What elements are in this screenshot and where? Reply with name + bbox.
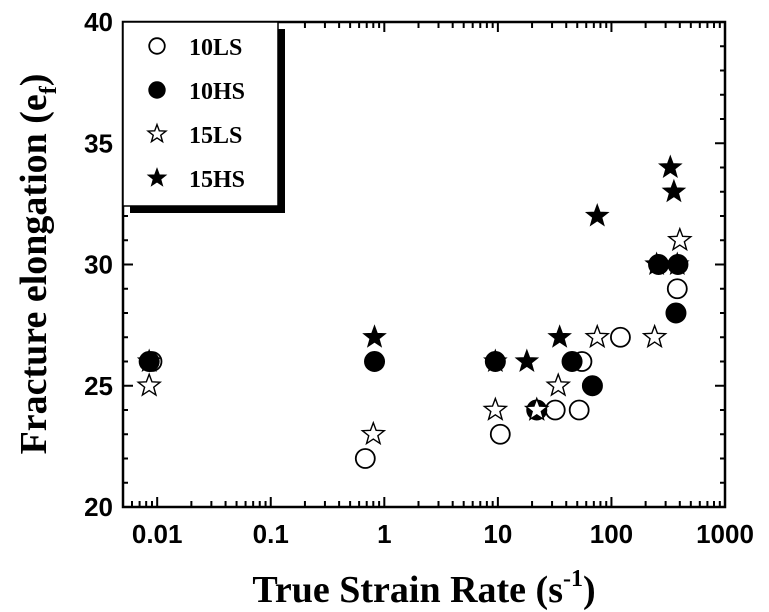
point-15hs [514, 348, 540, 372]
y-tick-label: 30 [84, 250, 113, 280]
legend-label-15hs: 15HS [189, 167, 245, 193]
point-10ls [489, 423, 511, 445]
point-10hs [581, 375, 603, 397]
point-15hs [584, 203, 610, 227]
legend-label-10ls: 10LS [189, 35, 242, 61]
x-axis-title: True Strain Rate (s-1) [252, 566, 595, 611]
point-15ls [641, 323, 668, 349]
point-15ls [584, 323, 611, 349]
x-tick-label: 100 [590, 519, 633, 549]
point-15ls [136, 372, 163, 397]
point-15hs [362, 324, 387, 348]
legend-label-15ls: 15LS [189, 123, 242, 149]
point-15ls [523, 396, 550, 421]
legend: 10LS 10HS 15LS 15HS [122, 21, 285, 213]
x-tick-label: 0.1 [253, 519, 289, 549]
x-tick-label: 10 [483, 519, 512, 549]
x-tick-label: 1000 [696, 519, 754, 549]
point-10hs [561, 351, 583, 372]
point-10hs [665, 302, 687, 324]
series-15ls [136, 226, 693, 446]
y-axis-title: Fracture elongation (ef) [13, 74, 62, 455]
legend-marker-15hs [146, 167, 168, 187]
x-tick-label: 1 [377, 519, 391, 549]
y-tick-label: 25 [84, 371, 113, 401]
point-15hs [661, 178, 687, 203]
point-15hs [664, 251, 690, 275]
point-15ls [482, 396, 509, 421]
point-10ls [568, 399, 590, 421]
point-15hs [644, 251, 669, 275]
point-15hs [658, 154, 683, 178]
y-tick-label: 35 [84, 128, 113, 158]
point-10ls [354, 448, 376, 469]
legend-marker-15ls [146, 122, 168, 144]
point-15hs [547, 324, 572, 348]
legend-label-10hs: 10HS [189, 79, 245, 105]
point-10ls [544, 399, 566, 421]
point-15hs [136, 348, 162, 372]
y-tick-label: 20 [84, 492, 113, 522]
plot-frame [121, 20, 727, 509]
legend-marker-10hs [148, 81, 166, 99]
data-marks [136, 154, 693, 469]
series-15hs [136, 154, 690, 372]
x-tick-label: 0.01 [132, 519, 183, 549]
point-15ls [545, 372, 572, 397]
point-10ls [610, 326, 631, 348]
point-10hs [364, 351, 386, 372]
point-15ls [666, 226, 693, 252]
point-15ls [360, 420, 387, 446]
legend-marker-10ls [148, 37, 166, 55]
point-15hs [483, 348, 508, 372]
point-10ls [666, 278, 688, 300]
y-tick-label: 40 [84, 7, 113, 37]
